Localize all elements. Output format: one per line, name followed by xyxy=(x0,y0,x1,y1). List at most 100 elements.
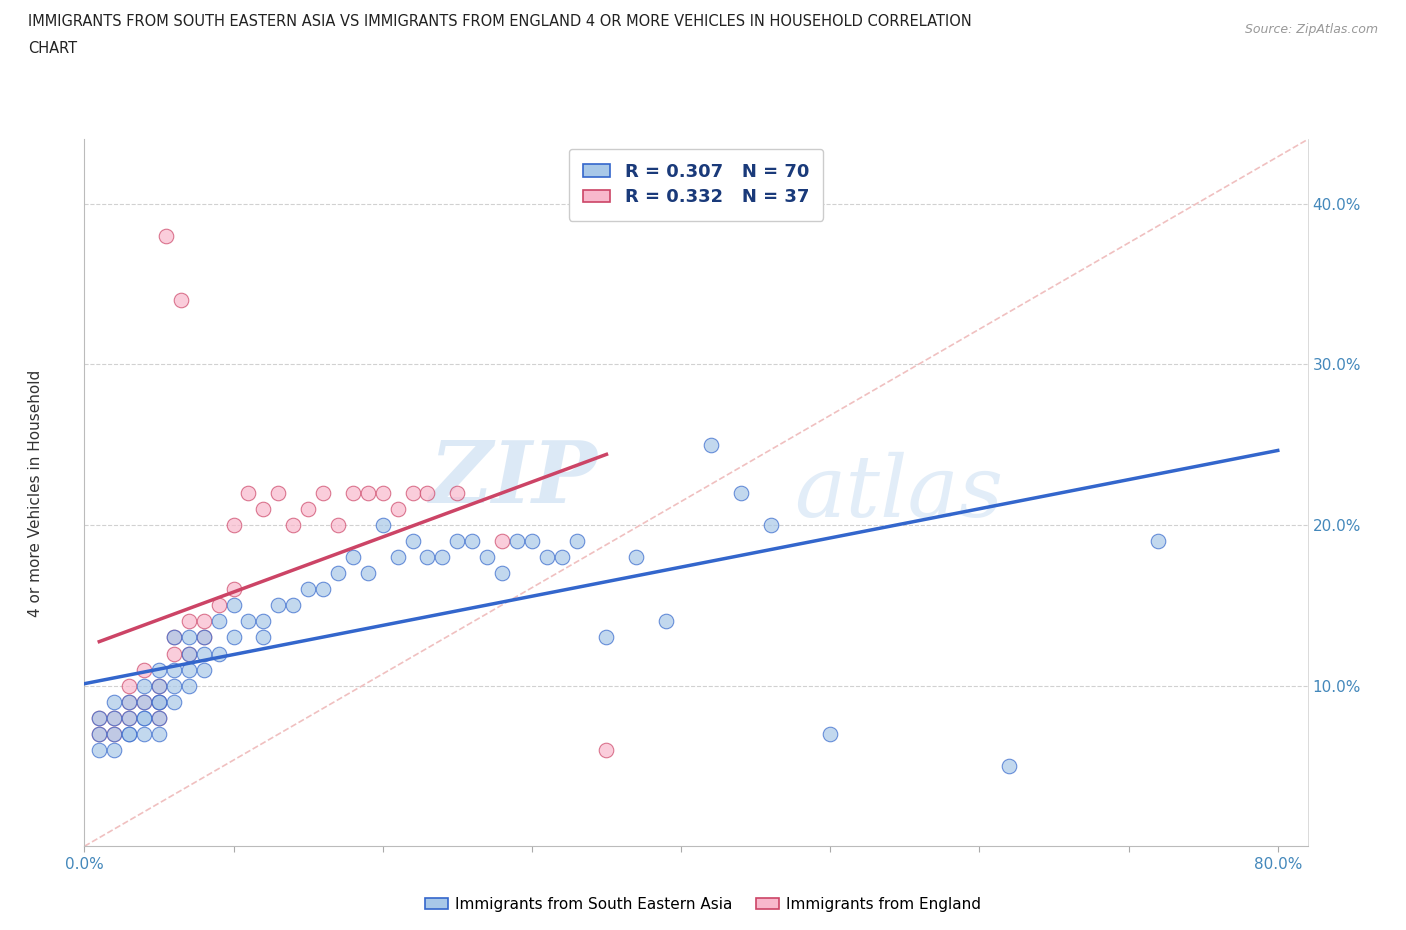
Point xyxy=(475,550,498,565)
Point xyxy=(89,726,111,741)
Point xyxy=(446,534,468,549)
Point xyxy=(148,711,170,725)
Point xyxy=(491,534,513,549)
Point xyxy=(118,726,141,741)
Point xyxy=(998,759,1021,774)
Point xyxy=(163,695,186,710)
Point xyxy=(506,534,529,549)
Point xyxy=(446,485,468,500)
Point xyxy=(238,485,260,500)
Point xyxy=(163,662,186,677)
Point xyxy=(118,711,141,725)
Point xyxy=(387,501,409,516)
Text: Source: ZipAtlas.com: Source: ZipAtlas.com xyxy=(1244,23,1378,36)
Point xyxy=(193,630,215,644)
Text: atlas: atlas xyxy=(794,452,1002,534)
Point xyxy=(818,726,841,741)
Point xyxy=(700,437,723,452)
Point xyxy=(132,711,155,725)
Point xyxy=(238,614,260,629)
Point xyxy=(432,550,454,565)
Point xyxy=(222,518,245,533)
Point xyxy=(177,630,200,644)
Point xyxy=(297,582,319,597)
Point xyxy=(252,630,274,644)
Point xyxy=(357,485,380,500)
Point xyxy=(148,695,170,710)
Point xyxy=(297,501,319,516)
Point xyxy=(416,485,439,500)
Point xyxy=(148,726,170,741)
Point xyxy=(252,614,274,629)
Point xyxy=(177,646,200,661)
Point xyxy=(163,678,186,693)
Point xyxy=(193,662,215,677)
Point xyxy=(371,485,394,500)
Point xyxy=(163,630,186,644)
Legend: Immigrants from South Eastern Asia, Immigrants from England: Immigrants from South Eastern Asia, Immi… xyxy=(419,891,987,918)
Point xyxy=(148,695,170,710)
Point xyxy=(103,711,125,725)
Point xyxy=(1147,534,1170,549)
Point xyxy=(148,695,170,710)
Point xyxy=(551,550,574,565)
Point xyxy=(103,726,125,741)
Point xyxy=(222,598,245,613)
Point xyxy=(118,711,141,725)
Text: IMMIGRANTS FROM SOUTH EASTERN ASIA VS IMMIGRANTS FROM ENGLAND 4 OR MORE VEHICLES: IMMIGRANTS FROM SOUTH EASTERN ASIA VS IM… xyxy=(28,14,972,29)
Point xyxy=(283,598,305,613)
Point xyxy=(89,742,111,757)
Point xyxy=(387,550,409,565)
Legend: R = 0.307   N = 70, R = 0.332   N = 37: R = 0.307 N = 70, R = 0.332 N = 37 xyxy=(568,149,824,220)
Point xyxy=(565,534,588,549)
Point xyxy=(132,678,155,693)
Point xyxy=(193,646,215,661)
Point xyxy=(655,614,678,629)
Point xyxy=(177,614,200,629)
Point xyxy=(103,711,125,725)
Point xyxy=(326,565,349,580)
Point xyxy=(148,678,170,693)
Point xyxy=(491,565,513,580)
Point xyxy=(132,711,155,725)
Point xyxy=(103,726,125,741)
Point xyxy=(132,695,155,710)
Point xyxy=(222,630,245,644)
Point xyxy=(103,695,125,710)
Point xyxy=(89,711,111,725)
Point xyxy=(520,534,543,549)
Point xyxy=(148,662,170,677)
Point xyxy=(595,742,617,757)
Point xyxy=(401,485,423,500)
Point xyxy=(342,485,364,500)
Point xyxy=(148,678,170,693)
Point xyxy=(342,550,364,565)
Point xyxy=(207,598,229,613)
Point xyxy=(283,518,305,533)
Point xyxy=(759,518,782,533)
Point xyxy=(207,646,229,661)
Point xyxy=(193,614,215,629)
Point xyxy=(595,630,617,644)
Point xyxy=(163,646,186,661)
Point xyxy=(401,534,423,549)
Point xyxy=(730,485,752,500)
Point xyxy=(207,614,229,629)
Point xyxy=(118,695,141,710)
Point xyxy=(177,678,200,693)
Point xyxy=(132,695,155,710)
Point xyxy=(357,565,380,580)
Point xyxy=(222,582,245,597)
Text: ZIP: ZIP xyxy=(430,437,598,521)
Point xyxy=(170,293,193,308)
Point xyxy=(118,726,141,741)
Point xyxy=(132,726,155,741)
Point xyxy=(177,646,200,661)
Point xyxy=(155,229,177,244)
Point xyxy=(267,598,290,613)
Point xyxy=(371,518,394,533)
Point xyxy=(118,695,141,710)
Point xyxy=(177,662,200,677)
Text: 4 or more Vehicles in Household: 4 or more Vehicles in Household xyxy=(28,369,42,617)
Point xyxy=(267,485,290,500)
